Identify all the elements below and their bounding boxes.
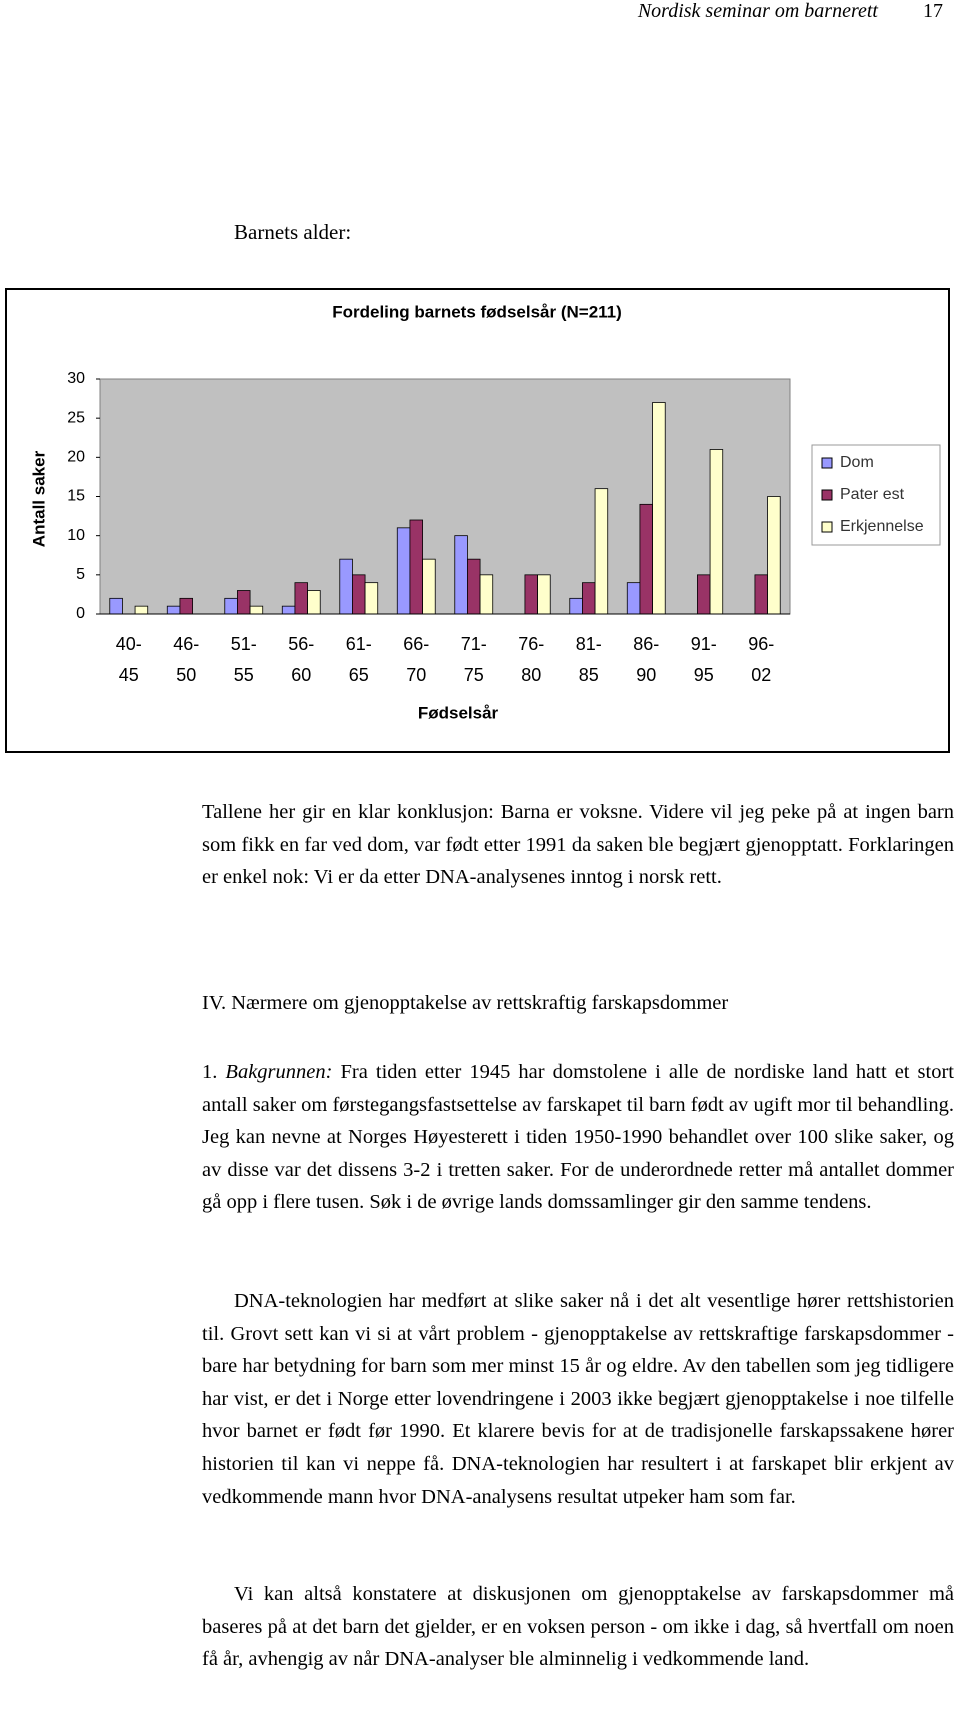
paragraph: DNA-teknologien har medført at slike sak… bbox=[202, 1285, 954, 1513]
bar bbox=[422, 558, 436, 615]
x-tick-label: 60 bbox=[291, 665, 311, 685]
paragraph-text: DNA-teknologien har medført at slike sak… bbox=[202, 1290, 954, 1508]
bar bbox=[224, 597, 238, 615]
bar bbox=[409, 519, 423, 615]
x-tick-label: 46- bbox=[173, 634, 199, 654]
x-tick-label: 85 bbox=[579, 665, 599, 685]
legend-box bbox=[811, 444, 941, 546]
x-tick-label: 76- bbox=[518, 634, 544, 654]
paragraph-text: Vi kan altså konstatere at diskusjonen o… bbox=[202, 1583, 954, 1671]
x-tick-label: 55 bbox=[234, 665, 254, 685]
x-tick-label: 70 bbox=[406, 665, 426, 685]
bar bbox=[364, 582, 379, 615]
bar bbox=[454, 535, 468, 615]
bar bbox=[166, 605, 181, 615]
bar bbox=[697, 574, 711, 615]
x-tick-label: 56- bbox=[288, 634, 314, 654]
bar bbox=[524, 574, 538, 615]
x-tick-label: 75 bbox=[464, 665, 484, 685]
section-label: Barnets alder: bbox=[234, 220, 352, 244]
x-tick-label: 86- bbox=[633, 634, 659, 654]
x-tick-label: 80 bbox=[521, 665, 541, 685]
x-axis-label: Fødselsår bbox=[418, 703, 499, 722]
x-tick-label: 66- bbox=[403, 634, 429, 654]
bar bbox=[339, 558, 353, 615]
y-tick-label: 10 bbox=[67, 527, 85, 544]
legend-label: Erkjennelse bbox=[840, 518, 924, 535]
x-tick-label: 50 bbox=[176, 665, 196, 685]
bar bbox=[281, 605, 296, 615]
item-number: 1. bbox=[202, 1061, 218, 1083]
y-axis-label: Antall saker bbox=[29, 450, 48, 547]
x-tick-label: 96- bbox=[748, 634, 774, 654]
bar bbox=[352, 574, 366, 615]
bar bbox=[134, 605, 149, 615]
x-tick-label: 71- bbox=[461, 634, 487, 654]
lead-in: Bakgrunnen: bbox=[225, 1061, 333, 1083]
bar bbox=[109, 597, 123, 615]
x-tick-label: 95 bbox=[694, 665, 714, 685]
x-tick-label: 91- bbox=[691, 634, 717, 654]
x-tick-label: 40- bbox=[116, 634, 142, 654]
y-tick-label: 0 bbox=[76, 605, 85, 622]
bar bbox=[249, 605, 264, 615]
bar bbox=[569, 597, 583, 615]
x-tick-label: 45 bbox=[119, 665, 139, 685]
bar bbox=[754, 574, 768, 615]
bar bbox=[537, 574, 551, 615]
paragraph: Vi kan altså konstatere at diskusjonen o… bbox=[202, 1578, 954, 1676]
bar bbox=[626, 582, 641, 615]
bar bbox=[237, 590, 251, 615]
legend-label: Dom bbox=[840, 454, 874, 471]
x-tick-label: 81- bbox=[576, 634, 602, 654]
bar bbox=[582, 582, 596, 615]
plot-area bbox=[99, 378, 791, 615]
bar bbox=[467, 558, 481, 615]
bar bbox=[179, 597, 193, 615]
legend-swatch bbox=[821, 521, 833, 533]
paragraph: 1. Bakgrunnen: Fra tiden etter 1945 har … bbox=[202, 1056, 954, 1219]
y-tick-label: 20 bbox=[67, 449, 85, 466]
bar bbox=[396, 527, 411, 615]
chart: Fordeling barnets fødselsår (N=211) Anta… bbox=[5, 288, 950, 753]
bar bbox=[639, 503, 653, 615]
paragraph-text: Tallene her gir en klar konklusjon: Barn… bbox=[202, 801, 954, 889]
x-tick-label: 02 bbox=[751, 665, 771, 685]
bar bbox=[594, 488, 609, 615]
page-number: 17 bbox=[923, 0, 943, 22]
bar bbox=[479, 574, 494, 615]
heading-text: IV. Nærmere om gjenopptakelse av rettskr… bbox=[202, 992, 729, 1014]
legend-label: Pater est bbox=[840, 486, 905, 503]
bar bbox=[767, 496, 781, 615]
paragraph: Tallene her gir en klar konklusjon: Barn… bbox=[202, 796, 954, 894]
x-tick-label: 61- bbox=[346, 634, 372, 654]
x-tick-label: 51- bbox=[231, 634, 257, 654]
x-tick-label: 90 bbox=[636, 665, 656, 685]
legend-swatch bbox=[821, 489, 833, 501]
bar bbox=[294, 582, 308, 615]
paragraph-text: Fra tiden etter 1945 har domstolene i al… bbox=[202, 1061, 954, 1214]
y-tick-label: 25 bbox=[67, 409, 85, 426]
bar bbox=[652, 402, 666, 615]
running-title: Nordisk seminar om barnerett bbox=[637, 0, 878, 22]
y-tick-label: 30 bbox=[67, 370, 85, 387]
legend-swatch bbox=[821, 457, 833, 469]
bar bbox=[307, 590, 321, 615]
y-tick-label: 5 bbox=[76, 566, 85, 583]
chart-title: Fordeling barnets fødselsår (N=211) bbox=[332, 302, 622, 321]
section-heading: IV. Nærmere om gjenopptakelse av rettskr… bbox=[202, 987, 954, 1020]
x-tick-label: 65 bbox=[349, 665, 369, 685]
y-tick-label: 15 bbox=[67, 488, 85, 505]
bar bbox=[709, 449, 724, 615]
